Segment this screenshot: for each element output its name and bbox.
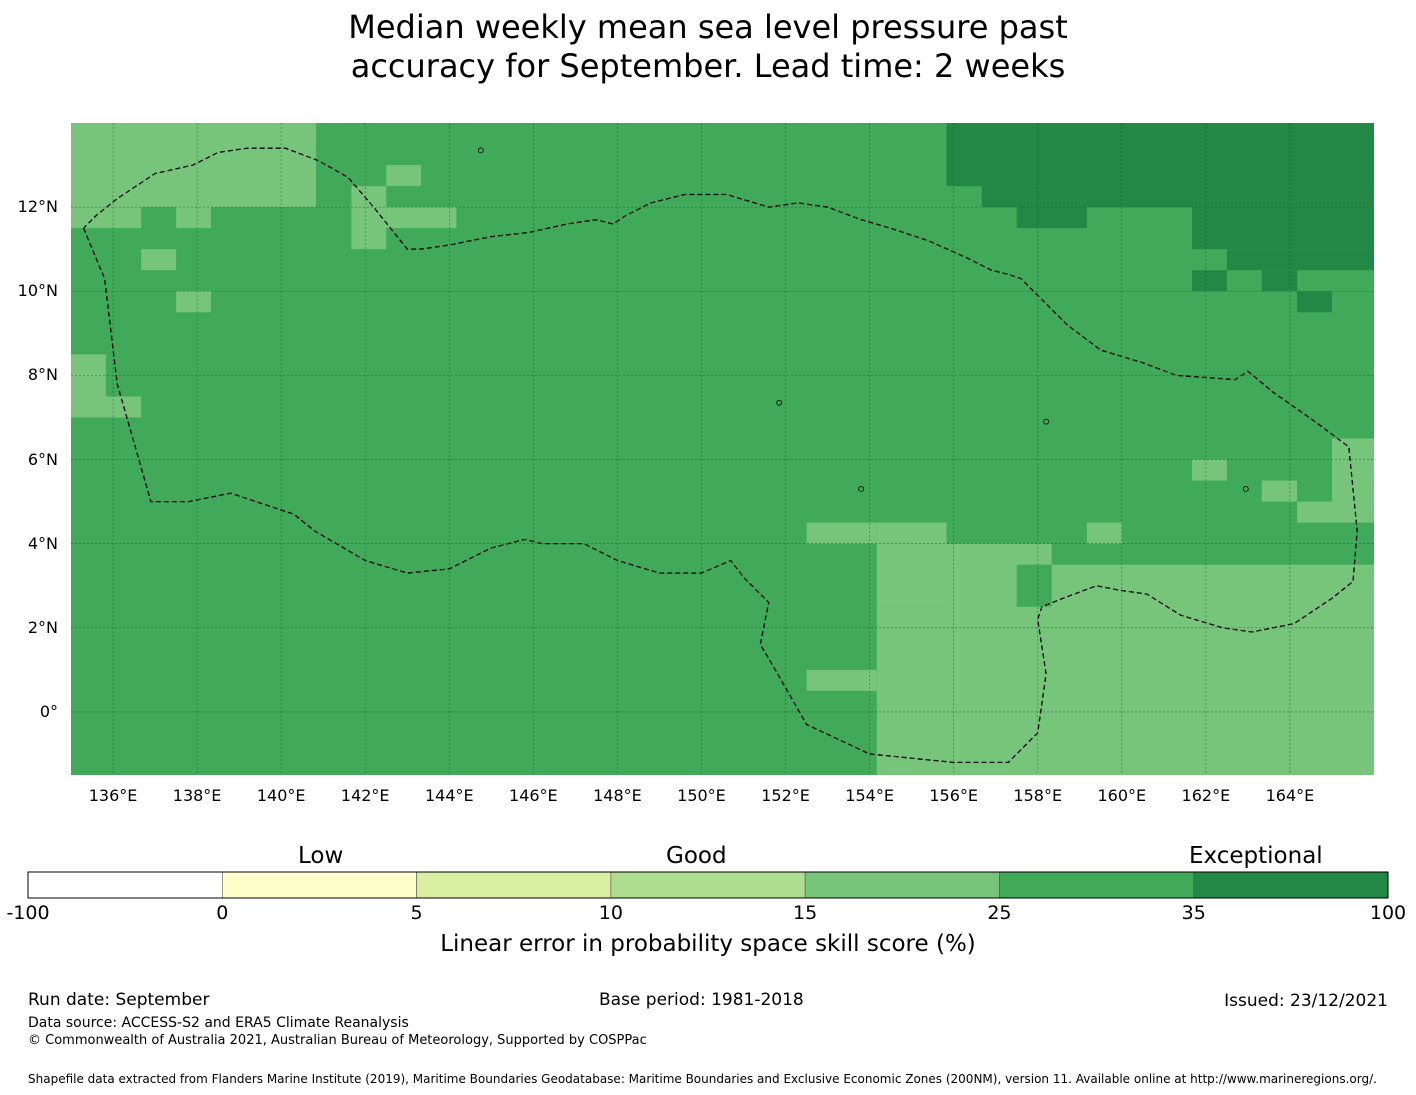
eez-boundary-line xyxy=(83,147,1358,764)
colorbar-tick-label: 15 xyxy=(793,902,818,924)
longitude-tick-label: 138°E xyxy=(172,786,222,805)
colorbar-tick-label: 35 xyxy=(1181,902,1206,924)
skill-cell-15-25 xyxy=(1086,522,1122,544)
latitude-tick-label: 0° xyxy=(39,701,58,721)
island-outline xyxy=(1242,486,1249,492)
island-outline xyxy=(776,399,783,406)
skill-cell-35-100 xyxy=(1226,249,1374,271)
skill-cell-15-25 xyxy=(1261,480,1298,502)
skill-cell-35-100 xyxy=(1016,207,1087,229)
issued-date: Issued: 23/12/2021 xyxy=(1224,991,1388,1011)
longitude-tick-label: 164°E xyxy=(1265,786,1315,805)
colorbar-bin xyxy=(804,871,1000,899)
skill-cell-15-25 xyxy=(71,396,142,418)
colorbar-bin xyxy=(610,871,806,899)
colorbar-tick-label: 10 xyxy=(598,902,623,924)
colorbar-title: Linear error in probability space skill … xyxy=(440,931,976,957)
latitude-tick-label: 8°N xyxy=(27,365,58,385)
skill-cell-15-25 xyxy=(876,522,947,607)
legend-category-good: Good xyxy=(666,843,727,869)
skill-cell-35-100 xyxy=(1192,207,1374,250)
base-period: Base period: 1981-2018 xyxy=(599,990,804,1010)
colorbar-bin xyxy=(1193,871,1389,899)
shapefile-credit: Shapefile data extracted from Flanders M… xyxy=(28,1072,1377,1086)
skill-cell-35-100 xyxy=(946,123,1374,187)
longitude-tick-label: 142°E xyxy=(340,786,390,805)
skill-cell-15-25 xyxy=(806,669,877,691)
longitude-tick-label: 148°E xyxy=(593,786,642,805)
skill-cell-15-25 xyxy=(141,249,177,271)
colorbar-tick-label: 0 xyxy=(216,902,229,924)
skill-cell-35-100 xyxy=(1192,270,1227,292)
latitude-tick-label: 2°N xyxy=(27,617,58,637)
colorbar-bin xyxy=(27,871,223,899)
data-source: Data source: ACCESS-S2 and ERA5 Climate … xyxy=(28,1015,409,1031)
island-outline xyxy=(1043,418,1050,425)
longitude-tick-label: 144°E xyxy=(424,786,474,805)
skill-cell-15-25 xyxy=(351,186,387,208)
latitude-tick-label: 10°N xyxy=(17,281,58,301)
chart-title-line-1: Median weekly mean sea level pressure pa… xyxy=(348,8,1068,46)
skill-cell-15-25 xyxy=(351,207,387,250)
colorbar-tick-label: 100 xyxy=(1369,902,1407,924)
skill-cell-15-25 xyxy=(1192,459,1227,481)
longitude-tick-label: 162°E xyxy=(1181,786,1231,805)
latitude-tick-label: 12°N xyxy=(17,197,58,217)
chart-title-line-2: accuracy for September. Lead time: 2 wee… xyxy=(350,47,1066,85)
skill-cell-15-25 xyxy=(1051,564,1374,628)
skill-cell-35-100 xyxy=(1261,270,1298,292)
skill-cell-15-25 xyxy=(911,543,1052,565)
colorbar-bin xyxy=(221,871,417,899)
skill-cell-15-25 xyxy=(1297,501,1374,523)
colorbar-tick-label: 25 xyxy=(987,902,1012,924)
island-outline xyxy=(858,486,865,492)
longitude-tick-label: 156°E xyxy=(929,786,978,805)
longitude-tick-label: 136°E xyxy=(88,786,138,805)
colorbar-tick-label: -100 xyxy=(6,902,50,924)
island-outline xyxy=(477,147,484,154)
longitude-tick-label: 154°E xyxy=(845,786,894,805)
skill-cell-15-25 xyxy=(386,165,422,187)
latitude-tick-label: 6°N xyxy=(27,449,58,469)
skill-cell-15-25 xyxy=(176,291,211,313)
longitude-tick-label: 158°E xyxy=(1013,786,1063,805)
legend-category-exceptional: Exceptional xyxy=(1189,843,1323,869)
colorbar-bin xyxy=(999,871,1195,899)
skill-cell-35-100 xyxy=(1297,291,1332,313)
legend-category-low: Low xyxy=(298,843,344,869)
colorbar-tick-label: 5 xyxy=(410,902,423,924)
colorbar-frame xyxy=(27,871,1389,899)
run-date: Run date: September xyxy=(28,990,210,1010)
longitude-tick-label: 160°E xyxy=(1097,786,1147,805)
skill-cell-15-25 xyxy=(210,123,317,145)
copyright: © Commonwealth of Australia 2021, Austra… xyxy=(28,1033,647,1048)
skill-cell-15-25 xyxy=(386,207,457,229)
latitude-tick-label: 4°N xyxy=(27,533,58,553)
skill-cell-15-25 xyxy=(176,144,211,229)
colorbar-bin xyxy=(416,871,612,899)
skill-cell-15-25 xyxy=(876,606,1374,775)
longitude-tick-label: 152°E xyxy=(761,786,810,805)
longitude-tick-label: 150°E xyxy=(677,786,726,805)
longitude-tick-label: 140°E xyxy=(256,786,306,805)
longitude-tick-label: 146°E xyxy=(509,786,558,805)
skill-cell-15-25 xyxy=(71,207,142,229)
skill-cell-35-100 xyxy=(981,186,1374,208)
skill-cell-15-25 xyxy=(806,522,877,544)
